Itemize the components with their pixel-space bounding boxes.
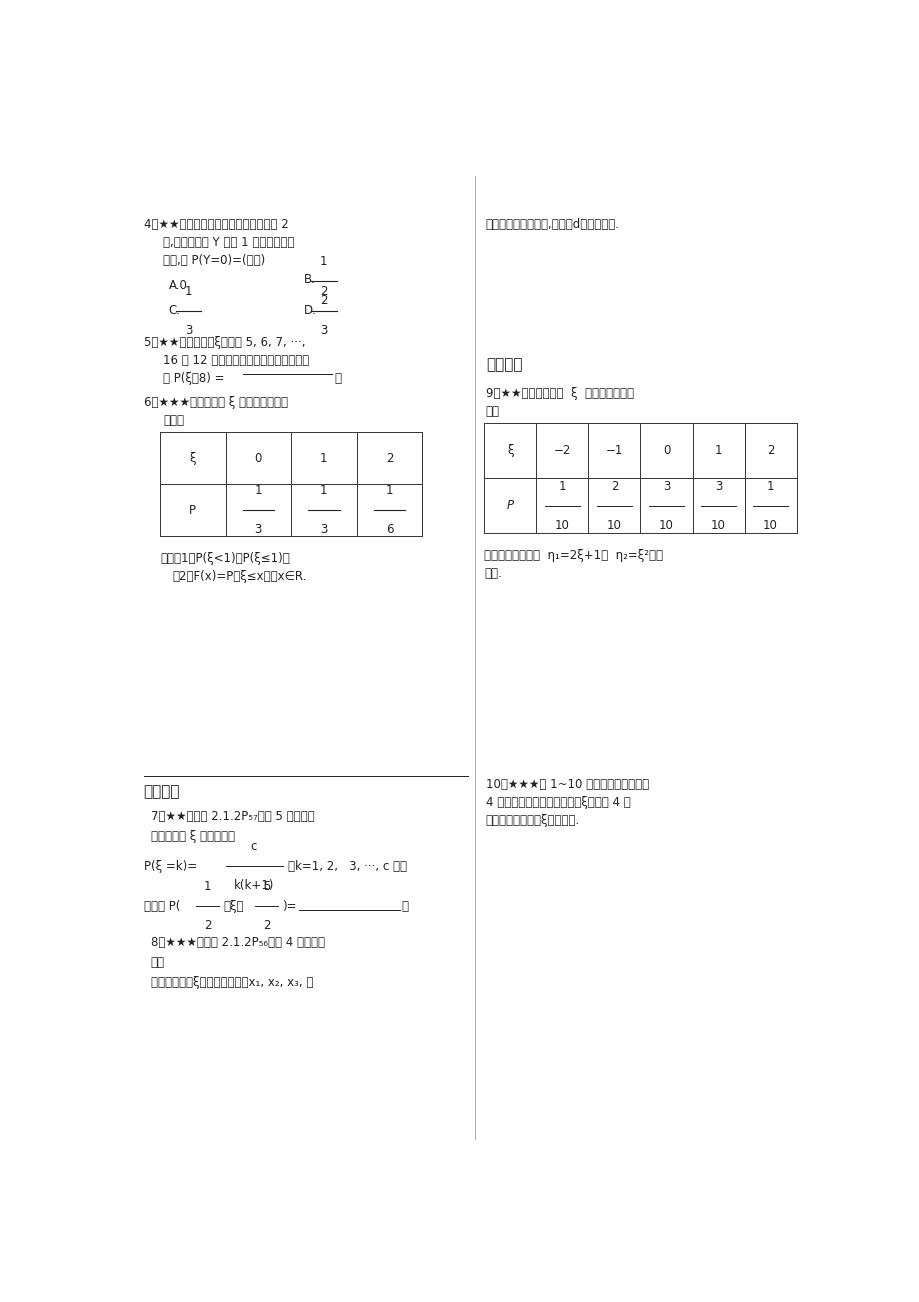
Text: 数中的第二个，求ξ的分布列.: 数中的第二个，求ξ的分布列.: [485, 814, 579, 827]
Text: 8．★★★（教材 2.1.2P₅₆习题 4 引例的变: 8．★★★（教材 2.1.2P₅₆习题 4 引例的变: [151, 936, 324, 949]
Text: 1: 1: [320, 452, 327, 465]
Text: 3: 3: [255, 523, 262, 536]
Text: P(ξ =k)=: P(ξ =k)=: [143, 861, 197, 874]
Text: ．: ．: [402, 900, 408, 913]
Text: 概率依次成等差数列,求公差d的取值范围.: 概率依次成等差数列,求公差d的取值范围.: [485, 219, 619, 232]
Text: 倍,用随机变量 Y 描述 1 次试验的成功: 倍,用随机变量 Y 描述 1 次试验的成功: [164, 237, 294, 250]
Text: 10: 10: [658, 518, 674, 531]
Text: 3: 3: [320, 523, 327, 536]
Text: 9．★★已知随机变量  ξ  的分布列如下表: 9．★★已知随机变量 ξ 的分布列如下表: [485, 387, 633, 400]
Text: P: P: [189, 504, 196, 517]
Text: ＜ξ＜: ＜ξ＜: [223, 900, 244, 913]
Text: 所示: 所示: [485, 405, 499, 418]
Text: 2: 2: [204, 919, 211, 932]
Text: 1: 1: [766, 479, 774, 492]
Text: 6: 6: [385, 523, 392, 536]
Text: 布列.: 布列.: [483, 568, 502, 581]
Text: −2: −2: [553, 444, 571, 457]
Text: 5．★★设随机变量ξ只能取 5, 6, 7, ···,: 5．★★设随机变量ξ只能取 5, 6, 7, ···,: [143, 336, 305, 349]
Text: −1: −1: [605, 444, 622, 457]
Text: 变式活学: 变式活学: [143, 784, 180, 799]
Text: （2）F(x)=P（ξ≤x），x∈R.: （2）F(x)=P（ξ≤x），x∈R.: [172, 570, 306, 583]
Text: 10: 10: [710, 518, 725, 531]
Text: ξ: ξ: [506, 444, 513, 457]
Text: 式）: 式）: [151, 956, 165, 969]
Text: 1: 1: [558, 479, 565, 492]
Text: 10: 10: [607, 518, 621, 531]
Text: 2: 2: [320, 293, 327, 306]
Text: ，k=1, 2,   3, ···, c 为常: ，k=1, 2, 3, ···, c 为常: [288, 861, 407, 874]
Text: 则 P(ξ＞8) =: 则 P(ξ＞8) =: [164, 372, 225, 385]
Text: 10: 10: [554, 518, 569, 531]
Text: C.: C.: [168, 303, 180, 316]
Text: 2: 2: [320, 285, 327, 298]
Text: c: c: [251, 840, 257, 853]
Text: 1: 1: [255, 484, 262, 497]
Text: ξ: ξ: [189, 452, 196, 465]
Text: 数，则 P(: 数，则 P(: [143, 900, 180, 913]
Text: 1: 1: [320, 254, 327, 267]
Text: 4．★★设某项试验的成功率是失败率的 2: 4．★★设某项试验的成功率是失败率的 2: [143, 219, 288, 232]
Text: 分别求出随机变量  η₁=2ξ+1；  η₂=ξ²的分: 分别求出随机变量 η₁=2ξ+1； η₂=ξ²的分: [483, 549, 663, 562]
Text: 1: 1: [385, 484, 392, 497]
Text: 已知随机变量ξ只能取三个值：x₁, x₂, x₃, 其: 已知随机变量ξ只能取三个值：x₁, x₂, x₃, 其: [151, 976, 312, 990]
Text: )=: )=: [281, 900, 296, 913]
Text: 2: 2: [263, 919, 270, 932]
Text: A.0: A.0: [168, 279, 187, 292]
Text: 次数,则 P(Y=0)=(　　): 次数,则 P(Y=0)=( ): [164, 254, 266, 267]
Text: B.: B.: [303, 272, 315, 285]
Text: 1: 1: [185, 285, 192, 298]
Text: 0: 0: [662, 444, 669, 457]
Text: ．: ．: [335, 372, 341, 385]
Text: 设随机变量 ξ 的分布列为: 设随机变量 ξ 的分布列为: [151, 829, 234, 842]
Text: 1: 1: [714, 444, 721, 457]
Text: D.: D.: [303, 303, 316, 316]
Text: 1: 1: [320, 484, 327, 497]
Text: 10: 10: [763, 518, 777, 531]
Text: 2: 2: [385, 452, 392, 465]
Text: k(k+1): k(k+1): [233, 879, 274, 892]
Text: P: P: [506, 499, 514, 512]
Text: 实践演练: 实践演练: [485, 357, 522, 372]
Text: 3: 3: [662, 479, 669, 492]
Text: 求：（1）P(ξ<1)，P(ξ≤1)；: 求：（1）P(ξ<1)，P(ξ≤1)；: [160, 552, 289, 565]
Text: 所示：: 所示：: [164, 414, 185, 427]
Text: 16 这 12 个值，且取每个值的概率相同，: 16 这 12 个值，且取每个值的概率相同，: [164, 354, 310, 367]
Text: 3: 3: [714, 479, 721, 492]
Text: 10．★★★从 1~10 十个整数中一次取出: 10．★★★从 1~10 十个整数中一次取出: [485, 777, 648, 790]
Text: 2: 2: [610, 479, 618, 492]
Text: 1: 1: [204, 880, 211, 893]
Text: 5: 5: [263, 880, 270, 893]
Text: 6．★★★设随机变量 ξ 的概率分布如表: 6．★★★设随机变量 ξ 的概率分布如表: [143, 396, 288, 409]
Text: 0: 0: [255, 452, 262, 465]
Text: 3: 3: [320, 324, 327, 337]
Text: 4 个数，并由小到大排列，以ξ表示这 4 个: 4 个数，并由小到大排列，以ξ表示这 4 个: [485, 796, 630, 809]
Text: 2: 2: [766, 444, 774, 457]
Text: 3: 3: [185, 324, 192, 337]
Text: 7．★★（教材 2.1.2P₅₇习题 5 的变式）: 7．★★（教材 2.1.2P₅₇习题 5 的变式）: [151, 810, 314, 823]
